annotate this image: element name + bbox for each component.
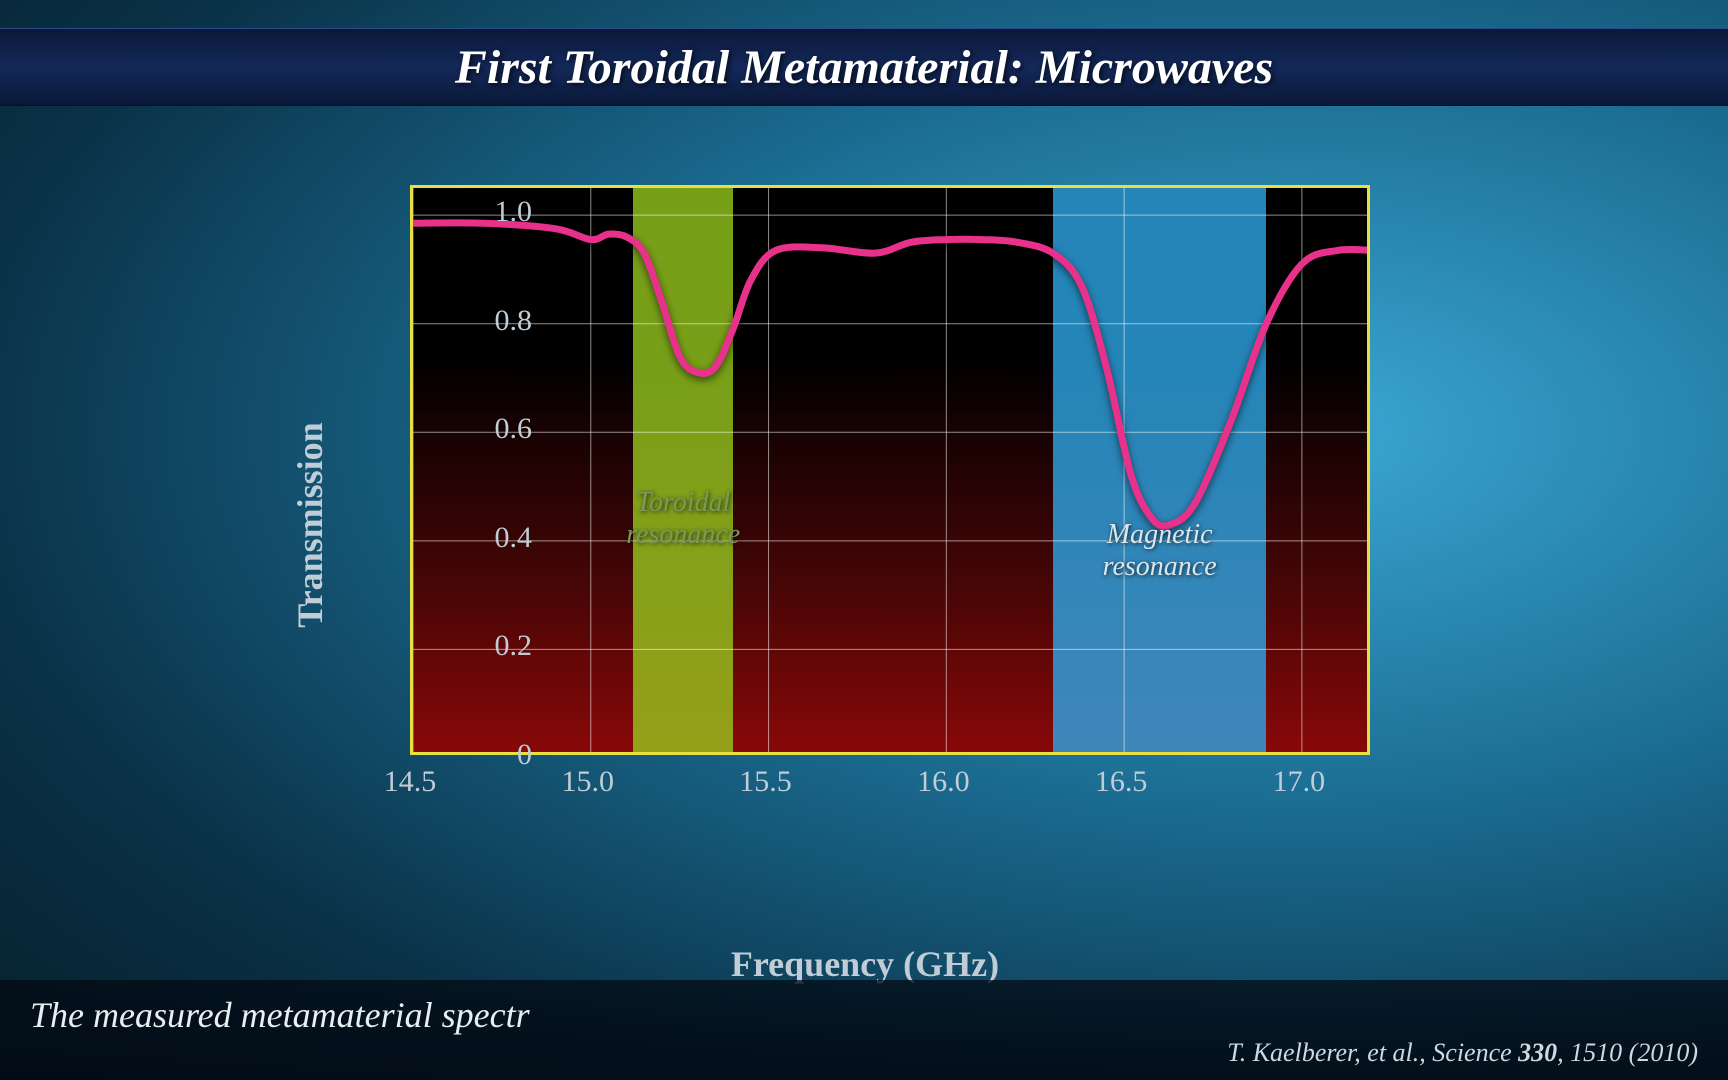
toroidal-band-label: Toroidalresonance	[593, 487, 773, 551]
footer-bar: The measured metamaterial spectr T. Kael…	[0, 980, 1728, 1080]
citation-text: T. Kaelberer, et al., Science 330, 1510 …	[1227, 1038, 1698, 1068]
y-tick: 0.4	[452, 521, 532, 555]
plot-svg	[413, 188, 1370, 755]
x-axis-label: Frequency (GHz)	[731, 943, 999, 985]
x-tick: 16.0	[917, 765, 970, 799]
y-tick: 0.6	[452, 412, 532, 446]
magnetic-band-label: Magneticresonance	[1070, 519, 1250, 583]
citation-suffix: , 1510 (2010)	[1557, 1038, 1698, 1067]
x-tick: 14.5	[384, 765, 437, 799]
citation-volume: 330	[1518, 1038, 1557, 1067]
y-tick: 0	[452, 738, 532, 772]
y-tick: 0.8	[452, 304, 532, 338]
x-tick: 16.5	[1095, 765, 1148, 799]
x-tick: 17.0	[1273, 765, 1326, 799]
caption-text: The measured metamaterial spectr	[30, 994, 530, 1036]
y-axis-label: Transmission	[289, 422, 331, 627]
title-bar: First Toroidal Metamaterial: Microwaves	[0, 28, 1728, 106]
x-tick: 15.0	[562, 765, 615, 799]
plot-area: Toroidalresonance Magneticresonance	[410, 185, 1370, 755]
page-title: First Toroidal Metamaterial: Microwaves	[455, 40, 1273, 95]
citation-prefix: T. Kaelberer, et al., Science	[1227, 1038, 1518, 1067]
y-tick: 0.2	[452, 629, 532, 663]
y-tick: 1.0	[452, 195, 532, 229]
x-tick: 15.5	[739, 765, 792, 799]
transmission-curve	[413, 223, 1370, 526]
transmission-chart: ToroidalresonanceMagneticresonance Trans…	[320, 175, 1410, 875]
